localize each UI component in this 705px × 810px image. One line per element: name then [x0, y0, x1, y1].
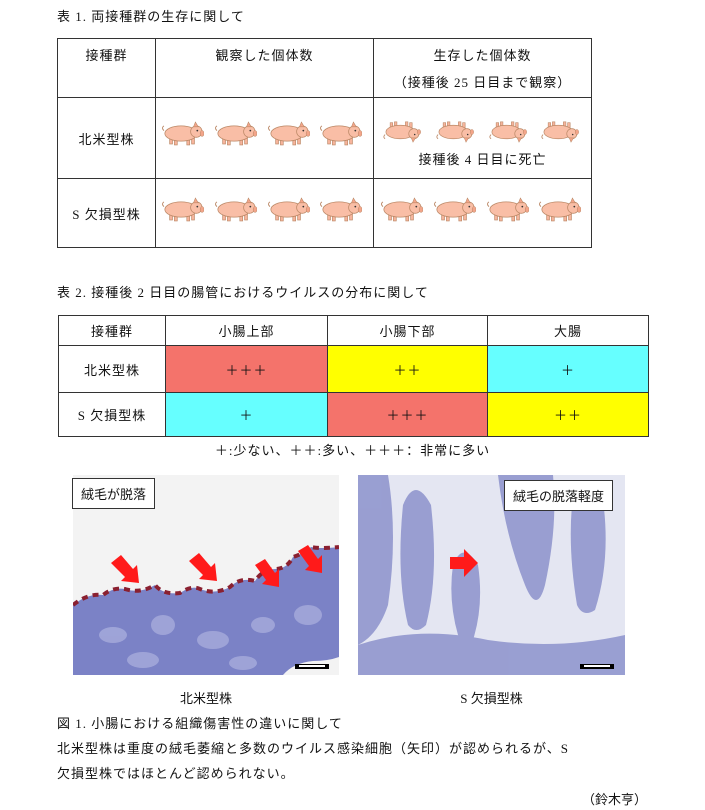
panel-caption: S 欠損型株 [460, 691, 523, 706]
header-cell: 観察した個体数 [155, 38, 374, 98]
cell: ＋ [165, 392, 328, 437]
header-cell: 生存した個体数 （接種後 25 日目まで観察） [373, 38, 592, 98]
header-cell: 接種群 [57, 38, 156, 98]
pig-icons [162, 121, 581, 222]
row-label: 北米型株 [58, 345, 166, 393]
table1-caption: 表 1. 両接種群の生存に関して [57, 9, 245, 24]
row-label: S 欠損型株 [58, 392, 166, 437]
header-cell: 大腸 [487, 315, 649, 346]
header-line: 生存した個体数 [433, 48, 532, 63]
row-label: S 欠損型株 [57, 178, 156, 248]
header-cell: 小腸下部 [327, 315, 488, 346]
body-text: 欠損型株ではほとんど認められない。 [57, 766, 295, 781]
panel-label: 絨毛の脱落軽度 [504, 480, 614, 511]
cell: ＋＋ [487, 392, 649, 437]
cell: ＋ [487, 345, 649, 393]
table1: 接種群 観察した個体数 生存した個体数 （接種後 25 日目まで観察） 北米型株 … [57, 38, 592, 248]
table2-legend: ＋:少ない、＋＋:多い、＋＋＋：非常に多い [214, 443, 491, 458]
panel-caption: 北米型株 [179, 691, 232, 706]
table2: 接種群 小腸上部 小腸下部 大腸 北米型株 ＋＋＋ ＋＋ ＋ S 欠損型株 ＋ … [58, 315, 649, 437]
figure-caption: 図 1. 小腸における組織傷害性の違いに関して [57, 716, 343, 731]
cell: ＋＋＋ [165, 345, 328, 393]
panel-label: 絨毛が脱落 [72, 478, 156, 509]
table2-caption: 表 2. 接種後 2 日目の腸管におけるウイルスの分布に関して [57, 285, 429, 300]
author: （鈴木亨） [581, 792, 647, 807]
micrograph-left [73, 475, 339, 675]
body-text: 北米型株は重度の絨毛萎縮と多数のウイルス感染細胞（矢印）が認められるが、S [57, 741, 569, 756]
header-line: （接種後 25 日目まで観察） [393, 75, 572, 90]
header-cell: 接種群 [58, 315, 166, 346]
cell: ＋＋＋ [327, 392, 488, 437]
header-cell: 小腸上部 [165, 315, 328, 346]
cell: ＋＋ [327, 345, 488, 393]
